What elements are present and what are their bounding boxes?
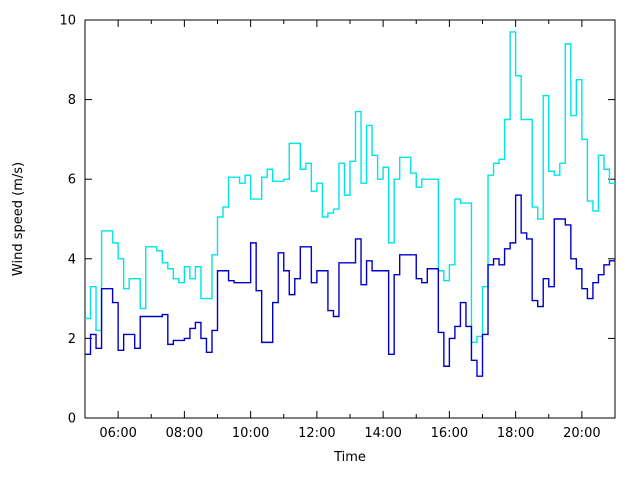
series-blue-line [85, 194, 615, 377]
x-tick-label: 10:00 [232, 426, 269, 441]
y-tick-label: 0 [68, 412, 76, 427]
y-tick-label: 6 [68, 173, 76, 188]
x-tick-label: 08:00 [166, 426, 203, 441]
y-tick-label: 4 [68, 252, 76, 267]
series-cyan-line [85, 31, 615, 344]
y-tick-label: 2 [68, 332, 76, 347]
x-tick-label: 06:00 [99, 426, 136, 441]
x-tick-label: 12:00 [298, 426, 335, 441]
x-axis-title: Time [333, 450, 366, 465]
x-tick-label: 14:00 [364, 426, 401, 441]
x-tick-label: 20:00 [563, 426, 600, 441]
plot-area: 06:00 08:00 10:00 12:00 14:00 16:00 18:00 20:00… [59, 14, 616, 441]
y-axis-title: Wind speed (m/s) [11, 162, 26, 276]
x-tick-label: 16:00 [431, 426, 468, 441]
plot-border [84, 19, 616, 419]
y-tick-label: 8 [68, 93, 76, 108]
y-tick-label: 10 [59, 14, 76, 29]
x-tick-label: 18:00 [497, 426, 534, 441]
